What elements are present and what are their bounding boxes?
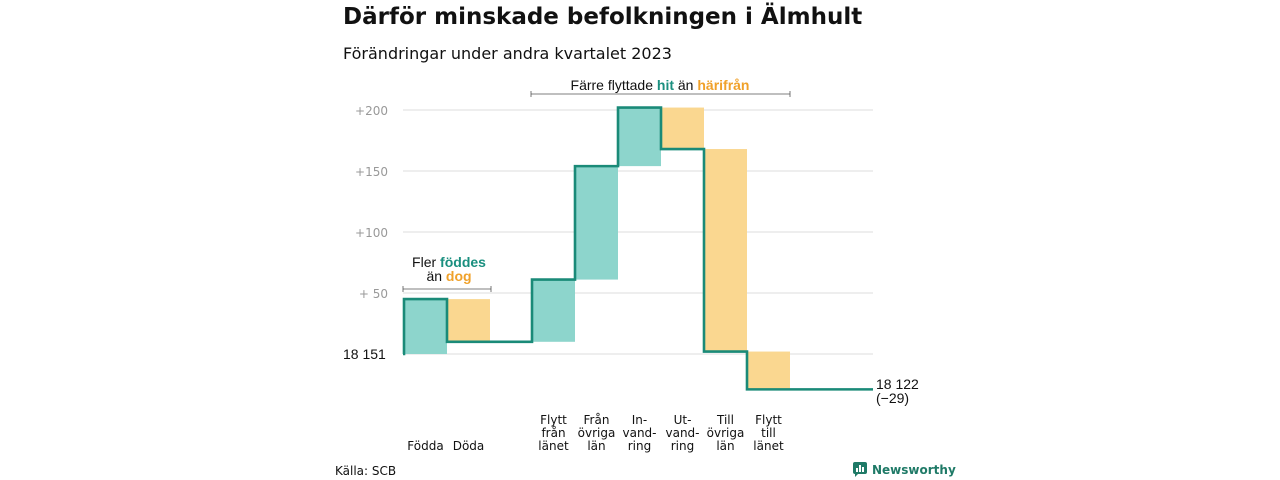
annotation-migration: Färre flyttade hit än härifrån bbox=[530, 77, 791, 97]
bars bbox=[404, 107, 790, 390]
waterfall-bar bbox=[704, 149, 747, 352]
x-tick-label: län bbox=[716, 439, 734, 453]
y-tick-label: +100 bbox=[355, 226, 388, 240]
x-tick-label: vand- bbox=[665, 426, 699, 440]
x-tick-label: Ut- bbox=[674, 413, 692, 427]
waterfall-bar bbox=[447, 299, 490, 342]
waterfall-bar bbox=[532, 279, 575, 342]
chart-bubble-icon bbox=[853, 462, 867, 477]
annotation-births: Fler föddes än dog bbox=[402, 254, 492, 292]
x-tick-label: ring bbox=[628, 439, 652, 453]
x-axis-labels: Födda DödaFlyttfrånlänetFrånövrigalänIn-v… bbox=[407, 413, 784, 453]
y-tick-label: + 50 bbox=[359, 287, 388, 301]
x-tick-label: In- bbox=[632, 413, 647, 427]
waterfall-bar bbox=[404, 299, 447, 354]
y-tick-label: +150 bbox=[355, 165, 388, 179]
x-tick-label: vand- bbox=[622, 426, 656, 440]
brand-name: Newsworthy bbox=[872, 462, 956, 477]
svg-text:Fler föddes: Fler föddes bbox=[412, 254, 486, 270]
x-tick-label: Till bbox=[716, 413, 734, 427]
waterfall-bar bbox=[747, 351, 790, 390]
waterfall-bar bbox=[575, 166, 618, 280]
start-value-label: 18 151 bbox=[343, 346, 386, 362]
x-tick-label: ring bbox=[671, 439, 695, 453]
cumulative-step-line bbox=[402, 106, 873, 391]
x-tick-label: Födda bbox=[407, 439, 443, 453]
x-tick-label: Döda bbox=[453, 439, 485, 453]
x-tick-label: län bbox=[587, 439, 605, 453]
y-axis-ticks: + 50 +100 +150 +200 bbox=[355, 104, 388, 301]
chart-title: Därför minskade befolkningen i Älmhult bbox=[343, 4, 863, 30]
brand-logo: Newsworthy bbox=[853, 462, 956, 477]
waterfall-bar bbox=[661, 107, 704, 150]
x-tick-label: övriga bbox=[578, 426, 616, 440]
x-tick-label: Flytt bbox=[755, 413, 782, 427]
x-tick-label: till bbox=[761, 426, 776, 440]
x-tick-label: övriga bbox=[707, 426, 745, 440]
waterfall-bar bbox=[618, 107, 661, 167]
svg-text:än dog: än dog bbox=[426, 268, 471, 284]
source-note: Källa: SCB bbox=[335, 464, 397, 478]
end-change-label: (−29) bbox=[876, 390, 909, 406]
x-tick-label: länet bbox=[753, 439, 784, 453]
y-tick-label: +200 bbox=[355, 104, 388, 118]
svg-text:Färre flyttade hit än härifr: Färre flyttade hit än härifrån bbox=[571, 77, 750, 93]
x-tick-label: Från bbox=[584, 413, 610, 427]
x-tick-label: länet bbox=[538, 439, 569, 453]
x-tick-label: från bbox=[541, 426, 565, 440]
x-tick-label: Flytt bbox=[540, 413, 567, 427]
end-value-label: 18 122 bbox=[876, 376, 919, 392]
cumulative-line bbox=[402, 106, 873, 391]
chart-subtitle: Förändringar under andra kvartalet 2023 bbox=[343, 44, 672, 63]
